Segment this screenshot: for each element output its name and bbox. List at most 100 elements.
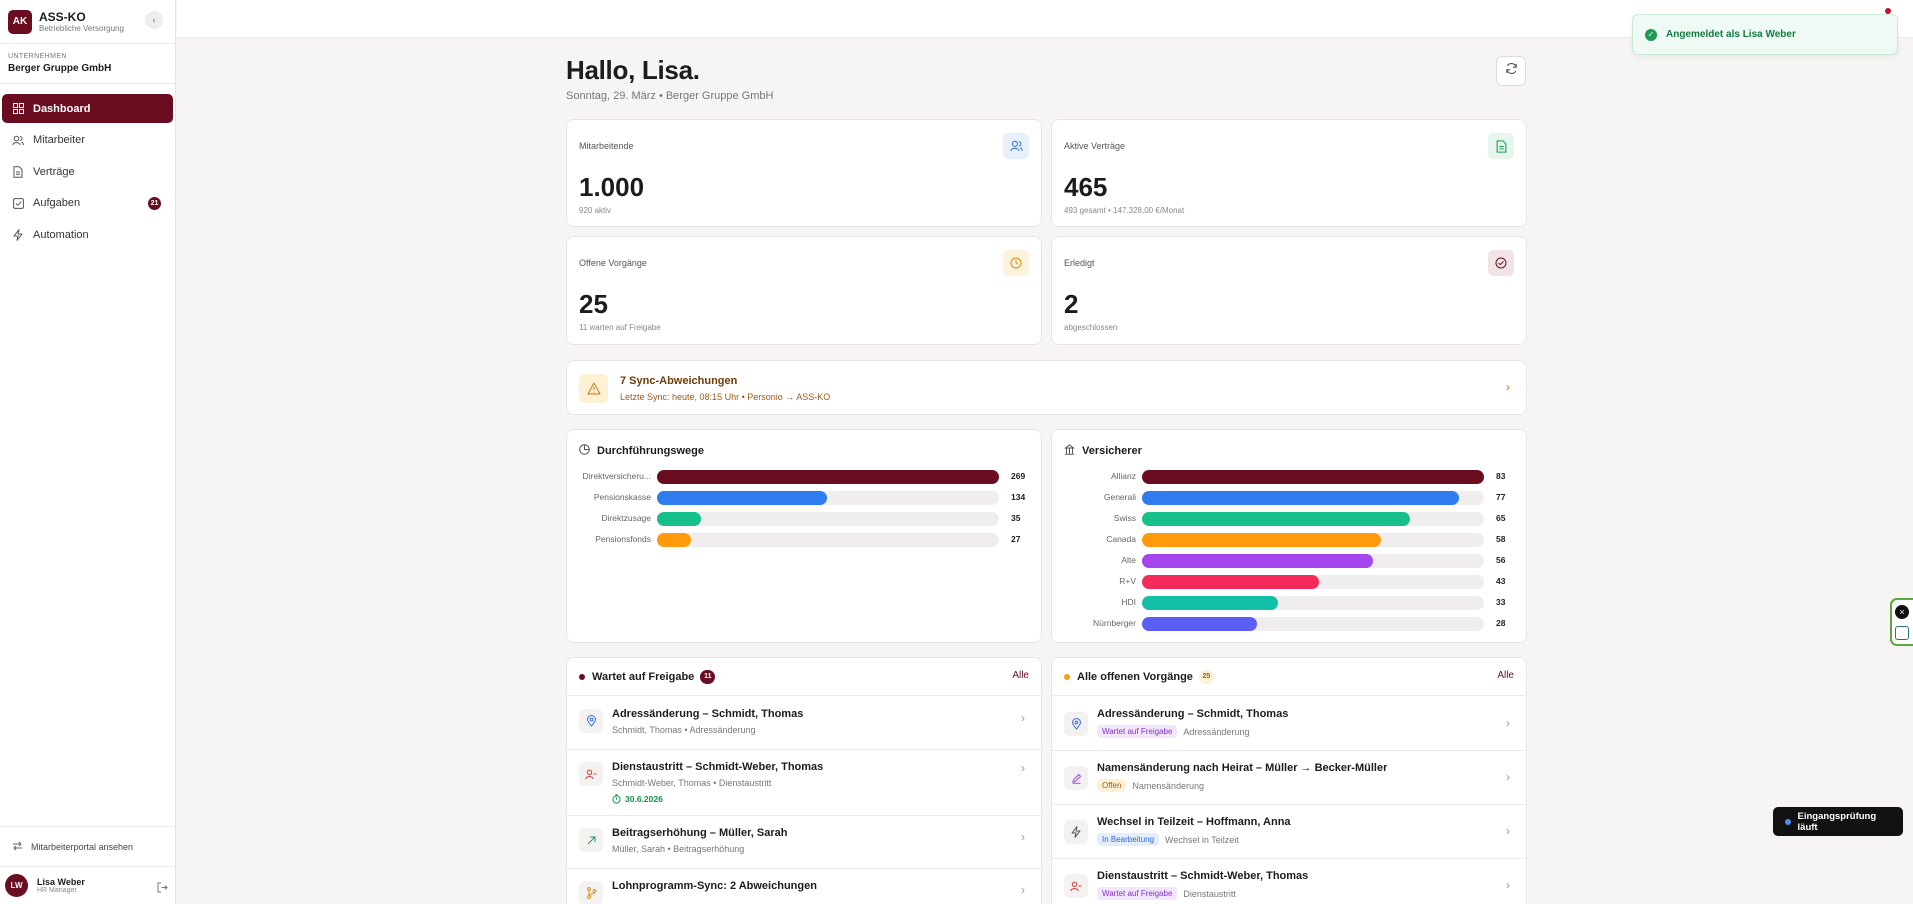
page-subtitle: Sonntag, 29. März • Berger Gruppe GmbH <box>566 90 774 102</box>
chevron-right-icon: › <box>1021 711 1025 725</box>
floating-tools-widget[interactable]: × <box>1890 598 1913 646</box>
bar[interactable] <box>1142 491 1460 505</box>
status-badge: Wartet auf Freigabe <box>1097 887 1178 900</box>
bar-row: Generali 77 <box>1052 491 1526 505</box>
nav-item-aufgaben[interactable]: Aufgaben 21 <box>2 189 173 218</box>
bar[interactable] <box>1142 575 1320 589</box>
view-all-link[interactable]: Alle <box>1012 670 1029 681</box>
chevron-right-icon: › <box>1506 716 1510 730</box>
bar-row: Pensionskasse 134 <box>567 491 1041 505</box>
stat-card-open[interactable]: Offene Vorgänge 25 11 warten auf Freigab… <box>566 236 1042 345</box>
user-name: Lisa Weber <box>37 877 85 887</box>
count-badge: 25 <box>1198 669 1214 684</box>
stat-value: 25 <box>579 289 608 319</box>
bar[interactable] <box>657 491 828 505</box>
bar[interactable] <box>657 512 702 526</box>
bar-value: 58 <box>1496 534 1506 544</box>
nav-item-automation[interactable]: Automation <box>2 220 173 249</box>
chevron-right-icon: › <box>1021 883 1025 897</box>
bar[interactable] <box>1142 596 1278 610</box>
stat-label: Aktive Verträge <box>1064 141 1126 151</box>
page-title: Hallo, Lisa. <box>566 55 700 85</box>
bar-row: Pensionsfonds 27 <box>567 533 1041 547</box>
alert-subtitle: Letzte Sync: heute, 08:15 Uhr • Personio… <box>620 392 831 402</box>
close-icon[interactable]: × <box>1895 605 1909 619</box>
item-title: Adressänderung – Schmidt, Thomas <box>1097 708 1289 720</box>
alert-title: 7 Sync-Abweichungen <box>620 375 738 387</box>
bar-value: 56 <box>1496 555 1506 565</box>
stat-sub: abgeschlossen <box>1064 323 1118 332</box>
chevron-right-icon: › <box>1506 770 1510 784</box>
bolt-icon <box>12 228 24 241</box>
app-name: ASS-KO <box>39 9 86 24</box>
company-label: UNTERNEHMEN <box>8 53 67 60</box>
bar-row: Swiss 65 <box>1052 512 1526 526</box>
nav-label: Verträge <box>33 165 75 178</box>
nav-label: Aufgaben <box>33 197 81 209</box>
collapse-sidebar-button[interactable]: ‹ <box>145 11 163 29</box>
item-title: Wechsel in Teilzeit – Hoffmann, Anna <box>1097 816 1291 828</box>
list-item[interactable]: Adressänderung – Schmidt, Thomas Schmidt,… <box>567 697 1041 750</box>
stat-label: Offene Vorgänge <box>579 258 647 268</box>
user-profile[interactable]: LW Lisa Weber HR Manager <box>0 866 176 904</box>
bar[interactable] <box>1142 512 1410 526</box>
bar[interactable] <box>657 533 692 547</box>
list-item[interactable]: Beitragserhöhung – Müller, Sarah Müller, … <box>567 816 1041 869</box>
item-type: Dienstaustritt <box>1183 888 1236 899</box>
bolt-icon <box>1064 820 1088 844</box>
list-item[interactable]: Lohnprogramm-Sync: 2 Abweichungen › <box>567 869 1041 904</box>
nav-item-dashboard[interactable]: Dashboard <box>2 94 173 123</box>
nav-label: Mitarbeiter <box>33 134 85 146</box>
refresh-button[interactable] <box>1496 56 1526 86</box>
employee-portal-link[interactable]: Mitarbeiterportal ansehen <box>0 826 176 866</box>
bar-label: Pensionsfonds <box>595 534 651 544</box>
view-all-link[interactable]: Alle <box>1497 670 1514 681</box>
notification-dot[interactable] <box>1885 8 1891 14</box>
item-title: Namensänderung nach Heirat – Müller → Be… <box>1097 762 1388 774</box>
company-name: Berger Gruppe GmbH <box>8 63 112 74</box>
status-badge: Offen <box>1097 779 1127 792</box>
logout-icon[interactable] <box>157 880 168 898</box>
bar-row: Allianz 83 <box>1052 470 1526 484</box>
status-dot <box>1064 673 1070 680</box>
item-type: Namensänderung <box>1132 780 1204 791</box>
stat-card-done[interactable]: Erledigt 2 abgeschlossen <box>1051 236 1527 345</box>
bar[interactable] <box>1142 617 1258 631</box>
stat-card-employees[interactable]: Mitarbeitende 1.000 920 aktiv <box>566 119 1042 227</box>
bar-value: 43 <box>1496 576 1506 586</box>
top-bar <box>177 0 1913 38</box>
brand: AK ASS-KO Betriebliche Versorgung ‹ <box>0 0 175 44</box>
company-selector[interactable]: UNTERNEHMEN Berger Gruppe GmbH <box>0 44 175 84</box>
item-title: Lohnprogramm-Sync: 2 Abweichungen <box>612 880 817 892</box>
list-item[interactable]: Adressänderung – Schmidt, Thomas Wartet a… <box>1052 697 1526 751</box>
users-icon <box>12 134 24 146</box>
stat-card-contracts[interactable]: Aktive Verträge 465 493 gesamt • 147.328… <box>1051 119 1527 227</box>
sync-alert[interactable]: 7 Sync-Abweichungen Letzte Sync: heute, … <box>566 360 1527 415</box>
intake-check-status: Eingangsprüfung läuft <box>1773 807 1903 836</box>
bar-row: R+V 43 <box>1052 575 1526 589</box>
status-text: Eingangsprüfung läuft <box>1797 810 1877 833</box>
users-icon <box>1003 133 1029 159</box>
item-title: Dienstaustritt – Schmidt-Weber, Thomas <box>1097 870 1309 882</box>
list-item[interactable]: Namensänderung nach Heirat – Müller → Be… <box>1052 751 1526 805</box>
item-type: Adressänderung <box>1183 726 1250 737</box>
item-meta: Offen Namensänderung <box>1097 779 1204 792</box>
bar[interactable] <box>1142 470 1484 484</box>
item-type: Wechsel in Teilzeit <box>1165 834 1239 845</box>
bar[interactable] <box>657 470 999 484</box>
pie-chart-icon <box>579 444 590 458</box>
bar-value: 65 <box>1496 513 1506 523</box>
nav-item-vertraege[interactable]: Verträge <box>2 157 173 186</box>
list-item[interactable]: Dienstaustritt – Schmidt-Weber, Thomas Wa… <box>1052 859 1526 904</box>
item-subtitle: Schmidt, Thomas • Adressänderung <box>612 725 756 735</box>
bar[interactable] <box>1142 533 1381 547</box>
list-item[interactable]: Wechsel in Teilzeit – Hoffmann, Anna In B… <box>1052 805 1526 859</box>
nav-item-mitarbeiter[interactable]: Mitarbeiter <box>2 126 173 155</box>
list-item[interactable]: Dienstaustritt – Schmidt-Weber, Thomas Sc… <box>567 750 1041 816</box>
bar-label: Nürnberger <box>1093 618 1136 628</box>
main-nav: Dashboard Mitarbeiter Verträge Aufgaben … <box>0 84 175 262</box>
location-icon <box>1064 712 1088 736</box>
bar-label: Swiss <box>1113 513 1136 523</box>
translate-icon[interactable] <box>1895 626 1909 640</box>
bar[interactable] <box>1142 554 1373 568</box>
